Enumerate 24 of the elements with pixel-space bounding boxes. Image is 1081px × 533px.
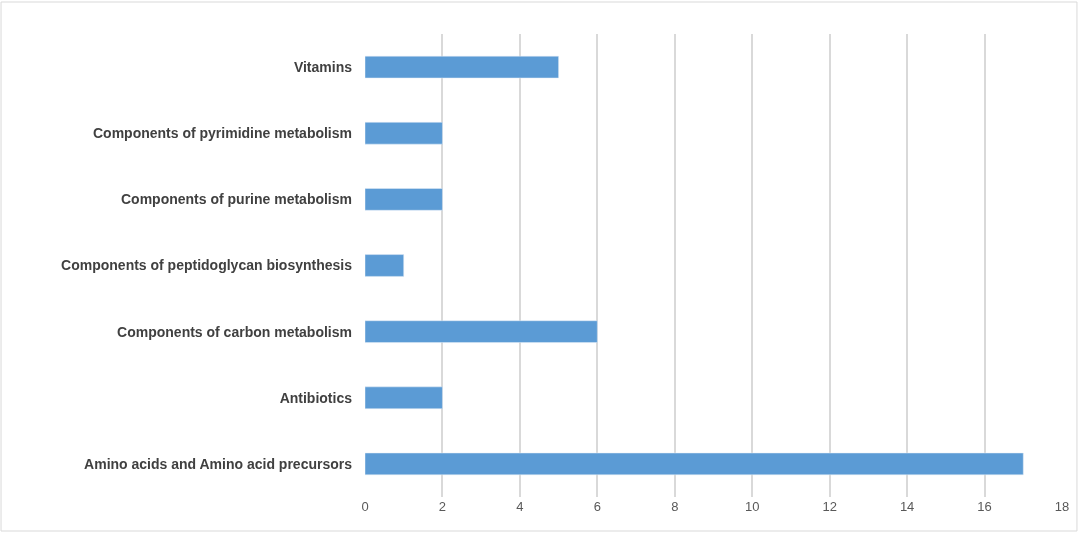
bar bbox=[365, 320, 598, 343]
x-tick-label: 16 bbox=[977, 499, 992, 514]
bar bbox=[365, 254, 404, 277]
x-tick-label: 10 bbox=[744, 499, 760, 514]
bar bbox=[365, 122, 443, 145]
y-tick-label: Amino acids and Amino acid precursors bbox=[84, 455, 353, 472]
y-tick-label: Components of carbon metabolism bbox=[117, 323, 352, 340]
x-tick-label: 2 bbox=[438, 499, 447, 514]
bar bbox=[365, 188, 443, 211]
x-tick-label: 0 bbox=[361, 499, 369, 514]
x-tick-label: 12 bbox=[822, 499, 837, 514]
y-tick-label: Vitamins bbox=[293, 58, 353, 75]
bar bbox=[365, 55, 559, 79]
x-tick-label: 4 bbox=[516, 499, 524, 514]
bar bbox=[365, 452, 1024, 476]
y-tick-label: Components of purine metabolism bbox=[120, 191, 352, 208]
x-tick-label: 8 bbox=[671, 499, 679, 514]
bar bbox=[365, 386, 443, 409]
y-tick-label: Components of pyrimidine metabolism bbox=[92, 125, 352, 142]
y-tick-label: Components of peptidoglycan biosynthesis bbox=[61, 257, 353, 274]
x-tick-label: 6 bbox=[593, 499, 601, 514]
y-tick-label: Antibiotics bbox=[279, 389, 353, 406]
x-tick-label: 18 bbox=[1054, 499, 1070, 514]
x-tick-label: 14 bbox=[899, 499, 915, 514]
